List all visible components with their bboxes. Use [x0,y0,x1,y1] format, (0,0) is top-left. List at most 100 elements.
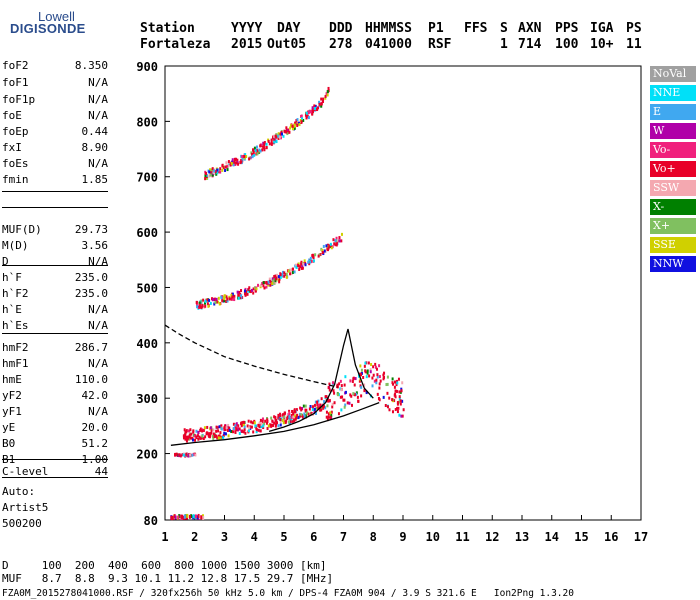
echo-point [375,381,378,385]
echo-point [271,419,274,423]
echo-point [319,102,322,106]
echo-point [311,407,314,411]
echo-point [197,437,200,441]
echo-point [240,424,243,428]
echo-point [231,297,234,301]
echo-point [391,398,394,402]
echo-point [291,267,294,271]
echo-point [284,130,287,134]
header-label: DAY [277,21,301,36]
echo-point [386,382,389,386]
echo-point [212,437,215,441]
echo-point [238,431,241,435]
echo-point [244,287,247,291]
echo-point [386,391,389,395]
echo-point [275,420,278,424]
echo-point [195,303,198,307]
echo-point [257,423,260,427]
echo-point [302,118,305,122]
param-name: foEs [2,157,29,170]
echo-point [234,426,237,430]
header-value: 714 [518,37,542,52]
echo-point [275,140,278,144]
echo-point [307,111,310,115]
echo-point [216,300,219,304]
echo-point [323,400,326,404]
echo-point [257,428,260,432]
echo-point [318,100,321,104]
echo-point [375,378,378,382]
echo-point [344,375,347,379]
param-name: h`F2 [2,287,29,300]
echo-point [303,259,306,263]
echo-point [227,423,230,427]
echo-point [206,425,209,429]
echo-point [226,164,229,168]
echo-point [254,424,257,428]
echo-point [273,274,276,278]
header-label: DDD [329,21,353,36]
echo-point [330,413,333,417]
echo-point [331,405,334,409]
echo-point [231,158,234,162]
header-value: 10+ [590,37,614,52]
echo-point [192,514,195,519]
echo-point [196,305,199,309]
echo-point [293,126,296,130]
echo-point [353,383,356,387]
param-name: h`E [2,303,22,316]
echo-point [247,419,250,423]
legend-item: X- [650,199,696,215]
echo-point [283,274,286,278]
echo-point [353,393,356,397]
echo-point [304,414,307,418]
echo-point [328,388,331,392]
x-tick-label: 11 [455,530,469,544]
param-name: D [2,255,9,268]
echo-point [235,161,238,165]
echo-point [243,425,246,429]
echo-point [286,415,289,419]
echo-point [275,422,278,426]
echo-point [400,387,403,391]
echo-point [259,144,262,148]
echo-point [221,168,224,172]
echo-point [223,295,226,299]
echo-point [290,416,293,420]
echo-point [278,277,281,281]
echo-point [268,279,271,283]
echo-point [307,116,310,120]
echo-point [311,108,314,112]
echo-point [217,436,220,440]
echo-point [271,277,274,281]
echo-point [327,412,330,416]
echo-point [311,112,314,116]
echo-point [217,429,220,433]
echo-point [328,399,331,403]
echo-point [180,514,183,519]
echo-point [200,306,203,310]
echo-point [281,274,284,278]
echo-point [234,430,237,434]
param-value: 3.56 [81,239,109,252]
echo-point [244,292,247,296]
echo-point [339,387,342,391]
echo-point [264,419,267,423]
echo-point [231,292,234,296]
echo-point [204,299,207,303]
echo-point [320,102,323,106]
echo-point [359,364,362,368]
echo-point [309,256,312,260]
echo-point [289,272,292,276]
echo-point [374,362,377,366]
echo-point [257,283,260,287]
echo-point [236,290,239,294]
echo-point [195,429,198,433]
param-name: hmF1 [2,357,29,370]
echo-point [278,280,281,284]
echo-point [270,141,273,145]
echo-point [230,429,233,433]
echo-point [202,298,205,302]
echo-point [225,426,228,430]
echo-point [265,281,268,285]
